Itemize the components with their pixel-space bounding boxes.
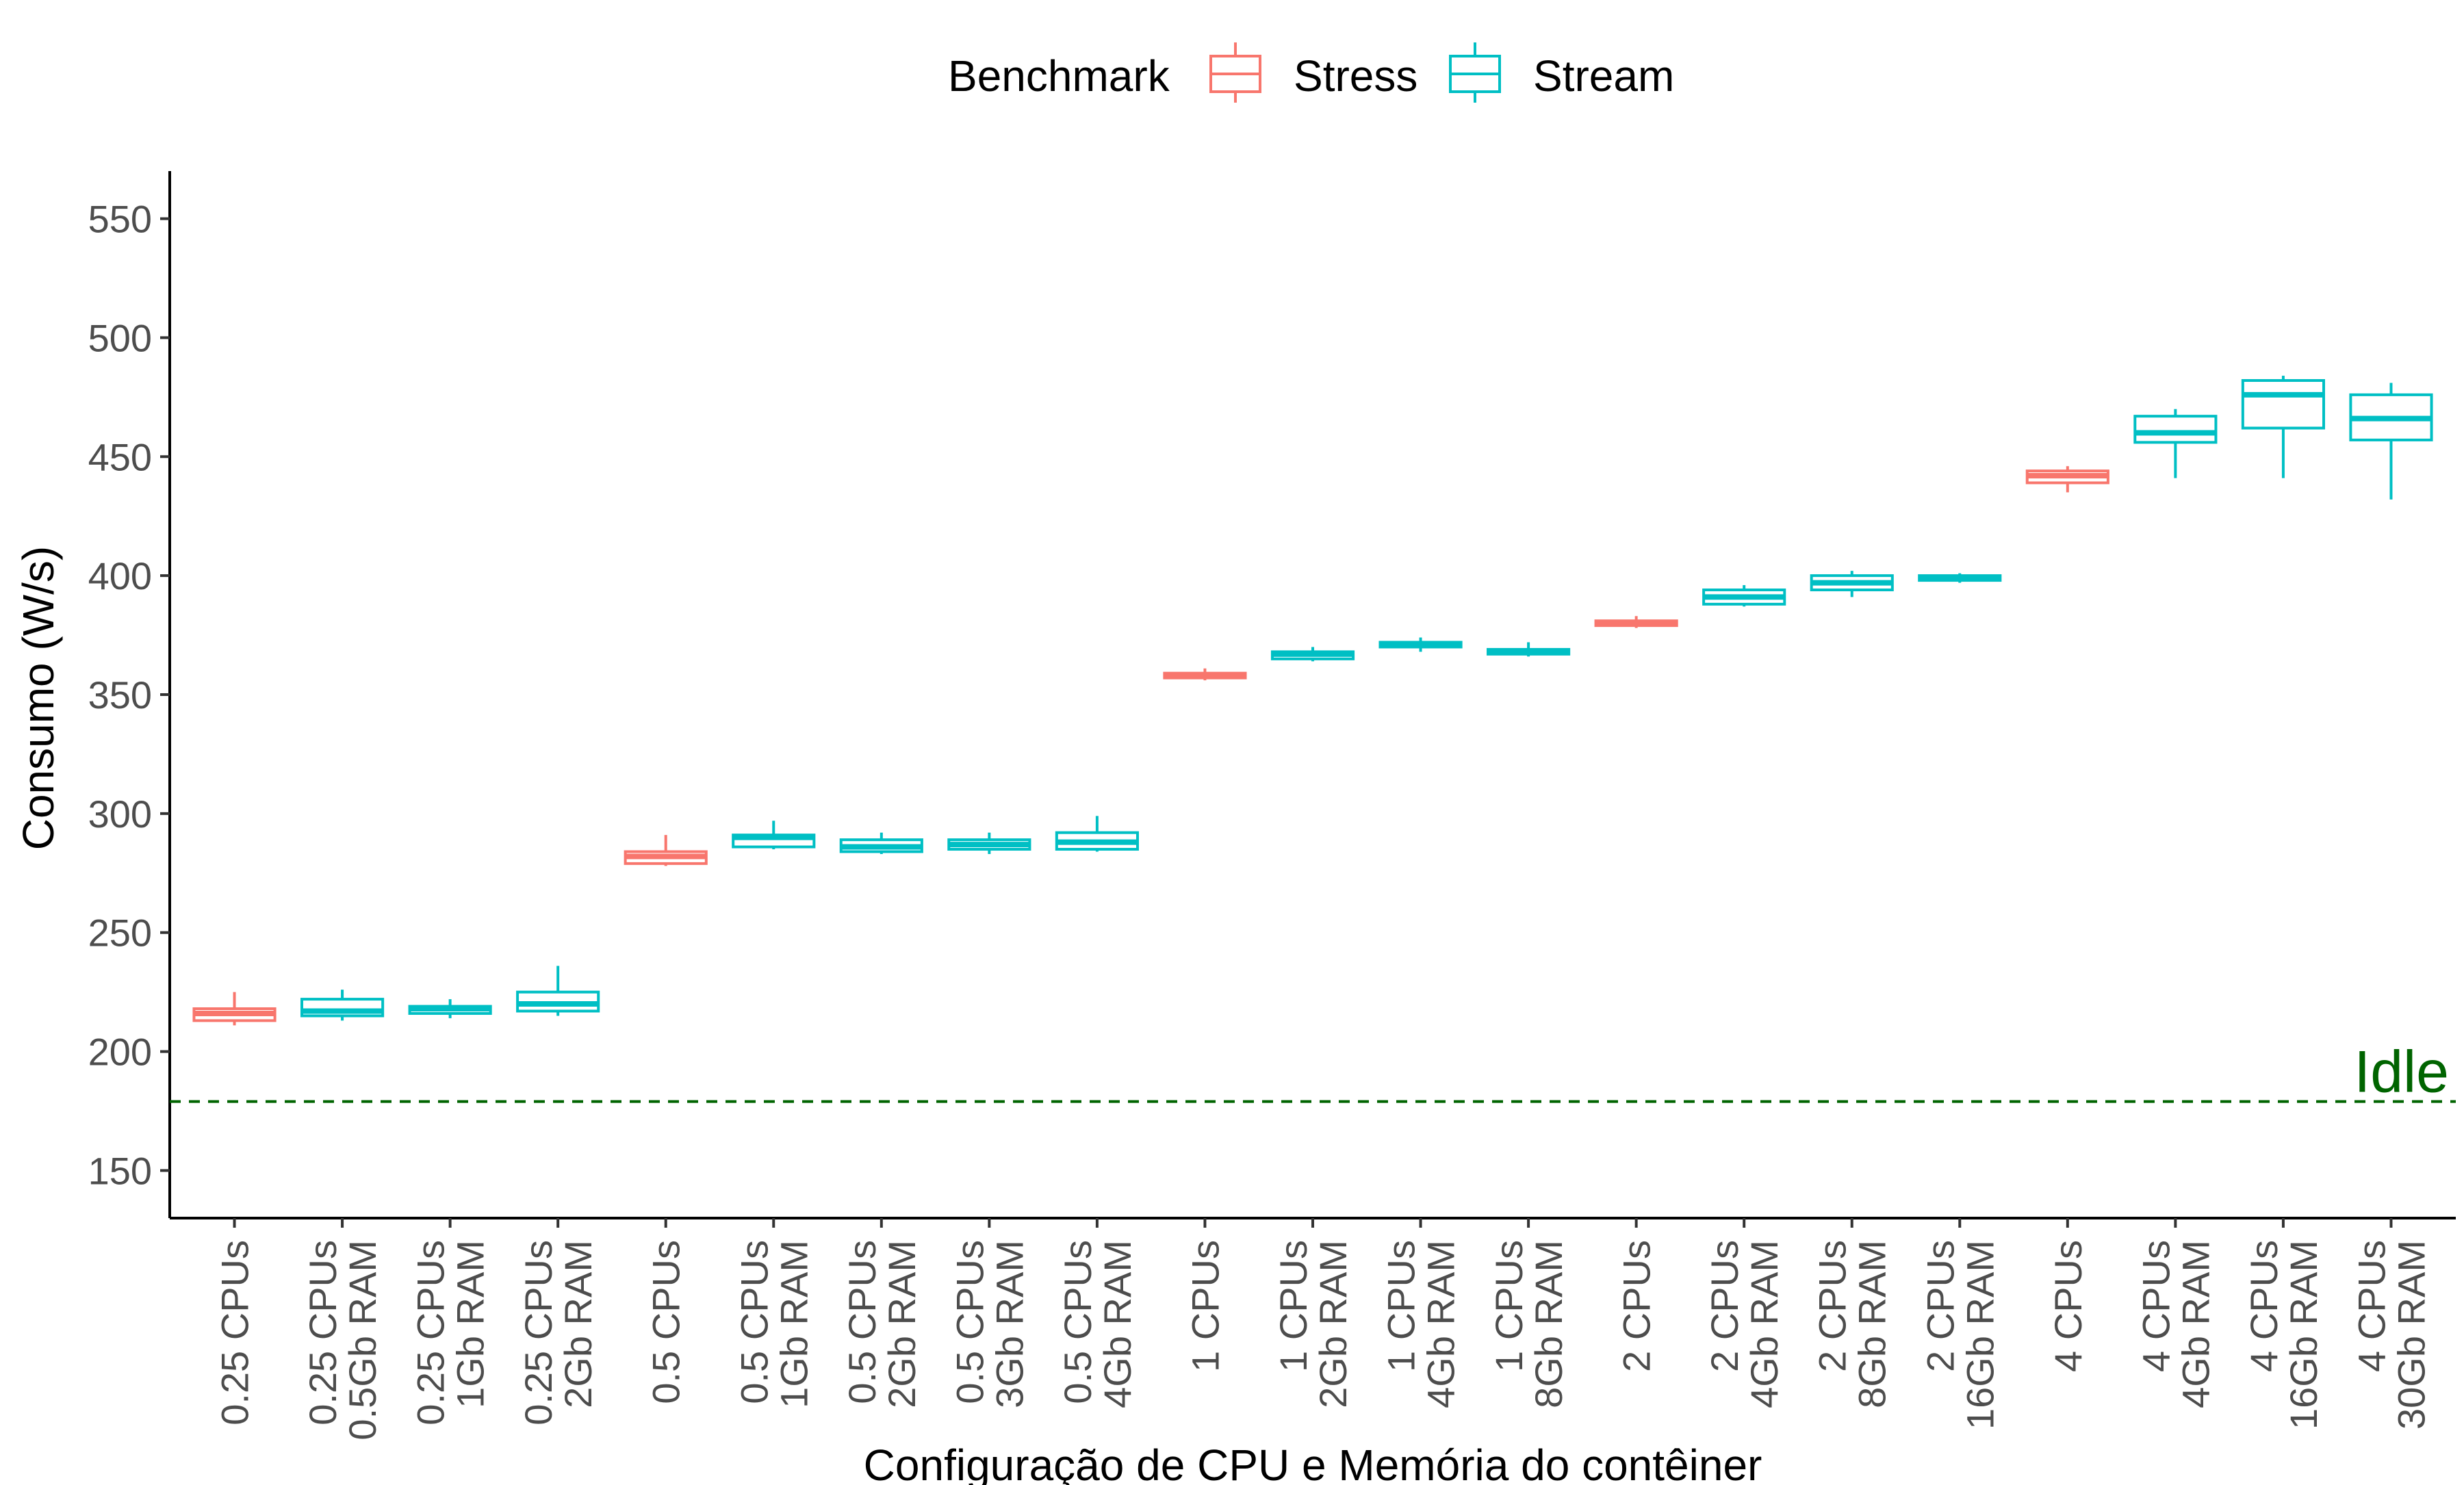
box-3 (516, 966, 600, 1016)
x-tick-label: 1 CPUs (1487, 1240, 1530, 1372)
box-rect (2241, 379, 2326, 430)
boxes (192, 376, 2433, 1026)
box-11 (1378, 637, 1463, 652)
box-15 (1810, 571, 1894, 597)
x-tick-label: 16Gb RAM (2282, 1240, 2325, 1430)
x-tick-label: 4 CPUs (2242, 1240, 2285, 1372)
x-tick-label: 1Gb RAM (772, 1240, 815, 1408)
idle-label: Idle (2354, 1040, 2449, 1105)
x-tick-label: 2Gb RAM (1311, 1240, 1355, 1408)
y-tick-label: 500 (88, 316, 152, 359)
x-tick-label: 2 CPUs (1703, 1240, 1746, 1372)
box-18 (2133, 409, 2218, 478)
box-17 (2025, 466, 2109, 493)
box-9 (1163, 668, 1247, 681)
y-tick-label: 300 (88, 792, 152, 836)
x-tick-label: 2Gb RAM (556, 1240, 600, 1408)
box-5 (732, 821, 816, 850)
box-6 (839, 832, 923, 854)
box-1 (300, 990, 385, 1021)
legend: Benchmark Stress Stream (948, 42, 1674, 103)
x-tick-label: 3Gb RAM (988, 1240, 1031, 1408)
box-2 (408, 999, 492, 1018)
x-tick-label: 0.5 CPUs (840, 1240, 884, 1404)
x-tick-label: 0.25 CPUs (301, 1240, 344, 1425)
x-tick-label: 0.25 CPUs (409, 1240, 452, 1425)
x-tick-label: 0.25 CPUs (214, 1240, 257, 1425)
y-tick-label: 450 (88, 435, 152, 478)
box-14 (1702, 585, 1786, 607)
y-tick-label: 350 (88, 673, 152, 716)
box-rect (2133, 415, 2218, 444)
x-tick-label: 8Gb RAM (1851, 1240, 1894, 1408)
y-axis: 150 200 250 300 350 400 450 500 550 (88, 171, 171, 1218)
x-tick-label: 0.5 CPUs (1056, 1240, 1099, 1404)
box-8 (1055, 816, 1139, 852)
x-tick-label: 1Gb RAM (449, 1240, 492, 1408)
box-20 (2349, 383, 2433, 500)
box-10 (1270, 647, 1355, 662)
x-tick-label: 4Gb RAM (2174, 1240, 2217, 1408)
x-tick-label: 1 CPUs (1380, 1240, 1423, 1372)
x-tick-label: 2 CPUs (1615, 1240, 1658, 1372)
y-tick-label: 550 (88, 198, 152, 241)
x-tick-label: 1 CPUs (1183, 1240, 1227, 1372)
box-13 (1594, 616, 1678, 628)
x-tick-label: 4Gb RAM (1420, 1240, 1463, 1408)
x-tick-label: 4Gb RAM (1096, 1240, 1139, 1408)
x-tick-label: 30Gb RAM (2389, 1240, 2433, 1430)
x-tick-label: 4 CPUs (2046, 1240, 2090, 1372)
x-tick-label: 0.25 CPUs (517, 1240, 560, 1425)
box-16 (1918, 573, 2002, 583)
x-tick-label: 0.5Gb RAM (341, 1240, 384, 1441)
legend-label-stress: Stress (1294, 51, 1417, 101)
y-tick-label: 400 (88, 554, 152, 597)
box-0 (192, 992, 277, 1026)
y-tick-label: 250 (88, 912, 152, 955)
x-tick-label: 16Gb RAM (1958, 1240, 2001, 1430)
x-tick-label: 0.5 CPUs (732, 1240, 775, 1404)
y-axis-title: Consumo (W/s) (14, 546, 63, 851)
x-tick-label: 4 CPUs (2350, 1240, 2393, 1372)
legend-label-stream: Stream (1533, 51, 1674, 101)
idle-reference: Idle (170, 1040, 2456, 1105)
legend-key-stress (1209, 42, 1261, 103)
x-tick-label: 2 CPUs (1918, 1240, 1962, 1372)
box-19 (2241, 376, 2326, 478)
x-tick-label: 8Gb RAM (1527, 1240, 1570, 1408)
x-tick-label: 4Gb RAM (1743, 1240, 1786, 1408)
x-tick-label: 1 CPUs (1272, 1240, 1315, 1372)
x-tick-label: 4 CPUs (2134, 1240, 2177, 1372)
y-tick-label: 150 (88, 1149, 152, 1192)
x-tick-label: 2Gb RAM (880, 1240, 923, 1408)
x-tick-label: 0.5 CPUs (948, 1240, 991, 1404)
legend-title: Benchmark (948, 51, 1170, 101)
x-tick-label: 0.5 CPUs (645, 1240, 688, 1404)
legend-key-stream (1449, 42, 1501, 103)
x-axis-title: Configuração de CPU e Memória do contêin… (864, 1441, 1762, 1485)
box-7 (947, 832, 1031, 854)
x-tick-label: 2 CPUs (1811, 1240, 1854, 1372)
y-tick-label: 200 (88, 1031, 152, 1074)
box-12 (1487, 642, 1571, 657)
box-4 (624, 835, 708, 866)
